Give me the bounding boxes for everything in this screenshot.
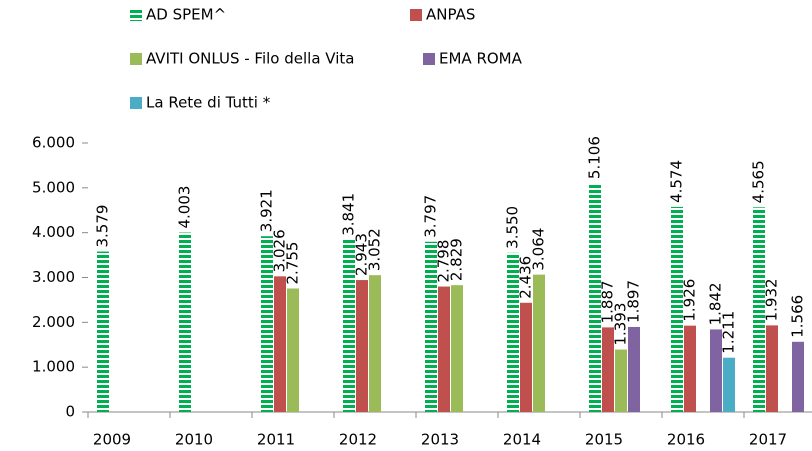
bar [97, 251, 109, 412]
value-label: 2.943 [353, 233, 371, 276]
x-tick-label: 2014 [503, 431, 541, 449]
y-tick-label: 4.000 [32, 223, 75, 241]
x-tick-label: 2013 [421, 431, 459, 449]
x-tick-label: 2017 [749, 431, 787, 449]
bar [369, 275, 381, 412]
value-label: 1.932 [763, 278, 781, 321]
value-label: 3.797 [422, 195, 440, 238]
value-label: 3.841 [340, 193, 358, 236]
bar [766, 325, 778, 412]
value-label: 2.798 [435, 240, 453, 283]
legend-label: AVITI ONLUS - Filo della Vita [146, 50, 354, 68]
bar [343, 239, 355, 412]
value-label: 1.887 [599, 280, 617, 323]
y-tick-label: 3.000 [32, 268, 75, 286]
legend-swatch [410, 9, 422, 21]
x-tick-label: 2015 [585, 431, 623, 449]
bar [425, 241, 437, 412]
y-tick-label: 1.000 [32, 358, 75, 376]
value-label: 3.052 [366, 228, 384, 271]
legend-swatch [423, 53, 435, 65]
legend-label: EMA ROMA [439, 50, 523, 68]
legend-swatch [130, 53, 142, 65]
value-label: 3.921 [258, 189, 276, 232]
bar [723, 357, 735, 412]
x-tick-label: 2010 [175, 431, 213, 449]
legend-label: ANPAS [426, 6, 475, 24]
value-label: 1.393 [612, 303, 630, 346]
legend-label: La Rete di Tutti * [146, 94, 271, 112]
value-label: 3.064 [530, 228, 548, 271]
bar [533, 274, 545, 412]
bar [753, 207, 765, 412]
value-label: 2.755 [284, 242, 302, 285]
value-label: 1.566 [789, 295, 807, 338]
x-tick-label: 2011 [257, 431, 295, 449]
bar [671, 206, 683, 412]
value-label: 5.106 [586, 136, 604, 179]
bar [684, 325, 696, 412]
value-label: 4.565 [750, 160, 768, 203]
value-label: 1.926 [681, 279, 699, 322]
y-tick-label: 5.000 [32, 178, 75, 196]
value-label: 1.842 [707, 282, 725, 325]
bar [628, 326, 640, 412]
bar [356, 280, 368, 412]
bar [438, 286, 450, 412]
bar [710, 329, 722, 412]
bar [792, 341, 804, 412]
y-tick-label: 0 [65, 403, 75, 421]
y-tick-label: 2.000 [32, 313, 75, 331]
x-tick-label: 2009 [93, 431, 131, 449]
value-label: 2.829 [448, 238, 466, 281]
bar [520, 302, 532, 412]
bar [589, 183, 601, 412]
value-label: 1.211 [720, 311, 738, 354]
y-tick-label: 6.000 [32, 134, 75, 152]
value-label: 3.550 [504, 206, 522, 249]
value-label: 4.574 [668, 160, 686, 203]
bar [287, 288, 299, 412]
bar [179, 232, 191, 412]
x-tick-label: 2016 [667, 431, 705, 449]
value-label: 3.026 [271, 229, 289, 272]
value-label: 4.003 [176, 186, 194, 229]
bar [274, 276, 286, 412]
value-label: 2.436 [517, 256, 535, 299]
bar [615, 349, 627, 412]
legend-swatch [130, 9, 142, 21]
bar [507, 252, 519, 412]
bar [261, 236, 273, 412]
plot: AD SPEM^ ANPAS AVITI ONLUS - Filo della Vi… [32, 6, 812, 449]
legend-label: AD SPEM^ [146, 6, 226, 24]
legend-swatch [130, 97, 142, 109]
value-label: 1.897 [625, 280, 643, 323]
value-label: 3.579 [94, 205, 112, 248]
bar [602, 327, 614, 412]
bar [451, 285, 463, 412]
x-tick-label: 2012 [339, 431, 377, 449]
